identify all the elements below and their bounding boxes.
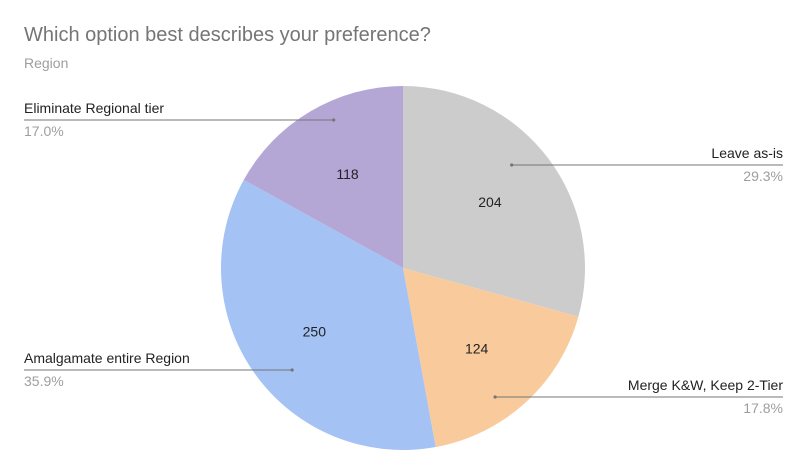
slice-value-label: 204 bbox=[478, 194, 502, 210]
slice-value-label: 250 bbox=[303, 324, 327, 340]
slice-category-label: Merge K&W, Keep 2-Tier bbox=[628, 377, 783, 393]
slice-percent-label: 29.3% bbox=[743, 168, 783, 184]
chart-subtitle: Region bbox=[24, 55, 69, 71]
slice-percent-label: 17.0% bbox=[24, 123, 64, 139]
pie-slice bbox=[403, 268, 579, 448]
chart-title: Which option best describes your prefere… bbox=[24, 24, 431, 46]
slice-category-label: Amalgamate entire Region bbox=[24, 350, 190, 366]
slice-value-label: 118 bbox=[336, 166, 359, 182]
pie-slice bbox=[403, 86, 585, 317]
slice-percent-label: 17.8% bbox=[743, 400, 783, 416]
pie-slice bbox=[243, 86, 403, 268]
pie-slice bbox=[220, 179, 436, 450]
slice-category-label: Leave as-is bbox=[711, 145, 783, 161]
slice-category-label: Eliminate Regional tier bbox=[24, 100, 164, 116]
slice-value-label: 124 bbox=[465, 341, 489, 357]
slice-percent-label: 35.9% bbox=[24, 373, 64, 389]
